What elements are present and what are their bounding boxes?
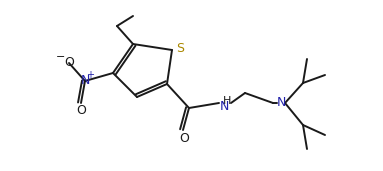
Text: N: N <box>276 96 286 109</box>
Text: H: H <box>223 96 231 106</box>
Text: N: N <box>220 100 229 113</box>
Text: −: − <box>56 52 66 62</box>
Text: O: O <box>64 56 74 69</box>
Text: O: O <box>76 104 86 117</box>
Text: N: N <box>80 75 90 88</box>
Text: S: S <box>176 42 184 55</box>
Text: +: + <box>86 70 94 80</box>
Text: O: O <box>179 131 189 144</box>
